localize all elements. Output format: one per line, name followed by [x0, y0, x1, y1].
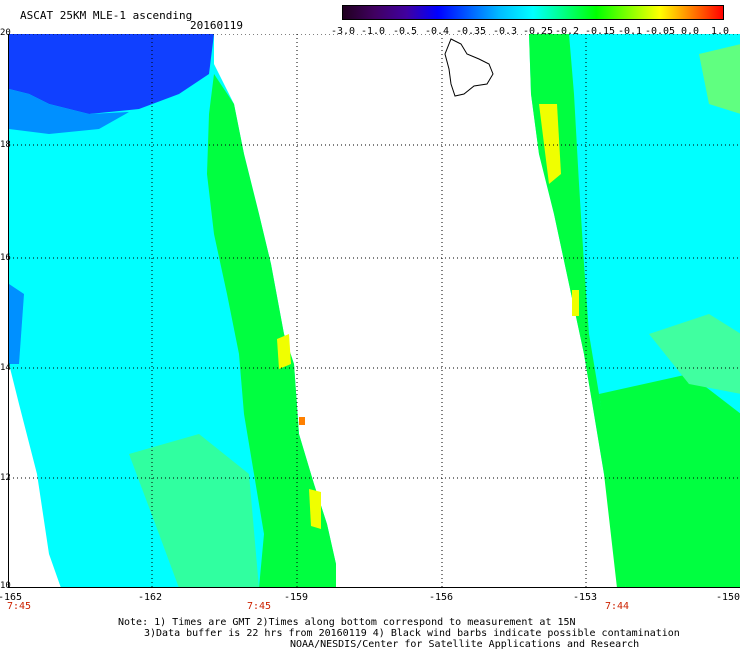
colorbar-tick-label: 1.0 — [710, 26, 730, 37]
lon-label-150: -150 — [715, 592, 740, 603]
time-label-2: 7:45 — [246, 601, 272, 612]
lat-label-20: 20 — [0, 28, 11, 38]
colorbar-tick-label: 0.0 — [680, 26, 700, 37]
lon-label-165: -165 — [0, 592, 23, 603]
colorbar-tick-label: -1.0 — [360, 26, 386, 37]
footer-note-3: NOAA/NESDIS/Center for Satellite Applica… — [290, 639, 640, 650]
left-swath-blue-region — [9, 34, 214, 114]
right-swath-green-top — [699, 44, 740, 114]
lon-label-162: -162 — [137, 592, 163, 603]
yellow-streak — [309, 489, 321, 529]
product-date: 20160119 — [190, 19, 243, 32]
footer-note-2: 3)Data buffer is 22 hrs from 20160119 4)… — [144, 628, 680, 639]
colorbar — [342, 5, 724, 20]
time-label-3: 7:44 — [604, 601, 630, 612]
colorbar-tick-label: -0.25 — [522, 26, 554, 37]
yellow-streak — [277, 334, 291, 369]
colorbar-tick-label: -0.4 — [424, 26, 450, 37]
colorbar-tick-label: -0.2 — [554, 26, 580, 37]
colorbar-tick-label: -0.35 — [455, 26, 487, 37]
right-swath-green-lower — [599, 374, 740, 587]
lat-label-16: 16 — [0, 253, 11, 263]
island-outline — [444, 38, 494, 97]
lat-label-10: 10 — [0, 581, 11, 591]
right-yellow-cell — [572, 290, 579, 316]
colorbar-tick-label: -0.3 — [492, 26, 518, 37]
colorbar-tick-label: -3.0 — [330, 26, 356, 37]
map-canvas[interactable] — [9, 34, 740, 588]
lat-label-14: 14 — [0, 363, 11, 373]
right-yellow-streak — [539, 104, 561, 184]
colorbar-tick-label: -0.15 — [584, 26, 616, 37]
time-label-1: 7:45 — [6, 601, 32, 612]
left-swath-midblue-region — [9, 89, 129, 134]
orange-cell — [299, 417, 305, 425]
product-title: ASCAT 25KM MLE-1 ascending — [20, 9, 193, 22]
lon-label-159: -159 — [283, 592, 309, 603]
left-swath-blue-edge — [9, 284, 24, 364]
colorbar-tick-label: -0.05 — [644, 26, 676, 37]
lon-label-153: -153 — [572, 592, 598, 603]
colorbar-tick-label: -0.5 — [392, 26, 418, 37]
lon-label-156: -156 — [428, 592, 454, 603]
footer-note-1: Note: 1) Times are GMT 2)Times along bot… — [118, 617, 576, 628]
left-swath-green-band — [207, 74, 336, 587]
right-swath-green-patch — [649, 314, 740, 394]
left-swath-green-patch — [129, 434, 259, 587]
lat-label-12: 12 — [0, 473, 11, 483]
colorbar-gradient — [343, 6, 723, 19]
wind-swath-map[interactable] — [8, 34, 740, 588]
colorbar-tick-label: -0.1 — [617, 26, 643, 37]
lat-label-18: 18 — [0, 140, 11, 150]
